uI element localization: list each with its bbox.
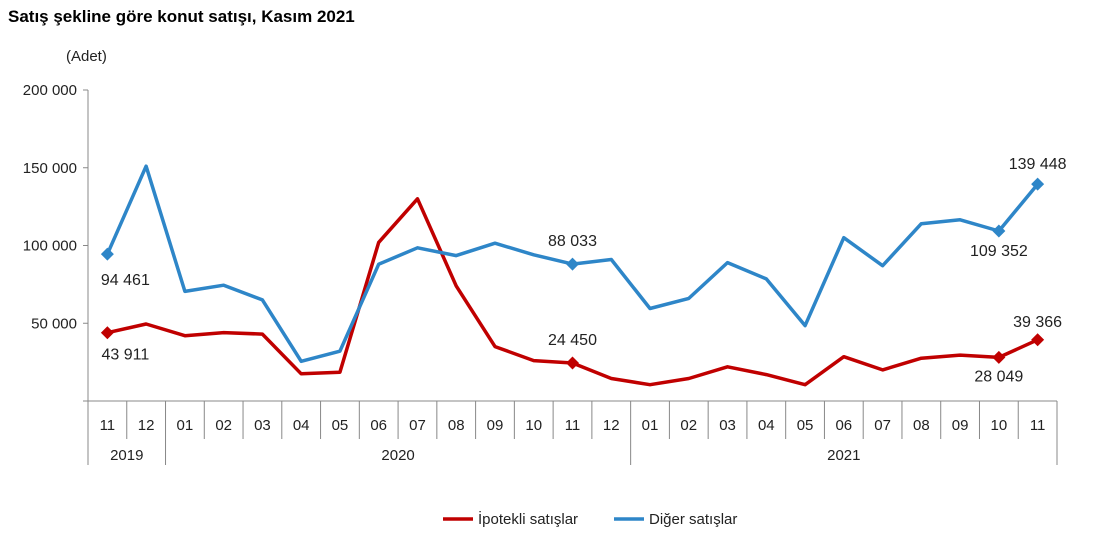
- data-label: 94 461: [101, 272, 150, 289]
- year-label: 2020: [381, 447, 414, 464]
- data-label: 28 049: [974, 368, 1023, 385]
- data-marker: [566, 257, 579, 271]
- x-tick-label: 12: [138, 417, 155, 434]
- x-tick-label: 04: [758, 417, 775, 434]
- y-tick-label: 50 000: [31, 315, 77, 332]
- x-tick-label: 01: [177, 417, 194, 434]
- series-markers: [100, 177, 1045, 370]
- x-tick-label: 04: [293, 417, 310, 434]
- data-marker: [992, 350, 1006, 364]
- data-label: 88 033: [548, 233, 597, 250]
- y-tick-label: 150 000: [23, 160, 77, 177]
- year-label: 2021: [827, 447, 860, 464]
- x-tick-label: 05: [332, 417, 349, 434]
- data-label: 139 448: [1009, 156, 1067, 173]
- data-labels: 43 911 24 450 28 049 39 366 94 461 88 033 109 …: [101, 156, 1067, 385]
- data-marker: [1031, 333, 1045, 347]
- x-tick-label: 07: [874, 417, 891, 434]
- x-tick-label: 09: [487, 417, 504, 434]
- legend: İpotekli satışlar Diğer satışlar: [443, 510, 737, 528]
- x-tick-label: 06: [370, 417, 387, 434]
- x-tick-label: 11: [100, 417, 116, 434]
- x-tick-label: 03: [254, 417, 271, 434]
- x-tick-label: 05: [797, 417, 814, 434]
- x-tick-label: 09: [952, 417, 969, 434]
- legend-label: Diğer satışlar: [649, 511, 737, 528]
- x-tick-label: 02: [680, 417, 697, 434]
- data-marker: [100, 326, 114, 340]
- y-tick-label: 200 000: [23, 82, 77, 99]
- data-label: 39 366: [1013, 314, 1062, 331]
- x-tick-label: 01: [642, 417, 659, 434]
- y-axis-label: (Adet): [66, 48, 107, 65]
- x-tick-label: 08: [448, 417, 465, 434]
- x-tick-label: 10: [991, 417, 1008, 434]
- data-label: 24 450: [548, 332, 597, 349]
- data-marker: [1031, 177, 1045, 191]
- x-tick-label: 02: [215, 417, 232, 434]
- x-tick-label: 10: [525, 417, 542, 434]
- x-tick-label: 11: [565, 417, 581, 434]
- data-marker: [992, 224, 1006, 238]
- data-label: 109 352: [970, 243, 1028, 260]
- x-axis-ticks: 11 12 01 02 03 04 05 06 07 08 09 10 11 12 01 02 03 04 05 06…: [87, 401, 1058, 465]
- legend-label: İpotekli satışlar: [478, 510, 578, 528]
- x-tick-label: 07: [409, 417, 426, 434]
- data-marker: [100, 247, 114, 261]
- x-tick-label: 11: [1030, 417, 1046, 434]
- year-label: 2019: [110, 447, 143, 464]
- series-lines: [105, 164, 1040, 387]
- x-tick-label: 06: [835, 417, 852, 434]
- chart-title: Satış şekline göre konut satışı, Kasım 2…: [8, 7, 355, 26]
- x-tick-label: 08: [913, 417, 930, 434]
- data-marker: [566, 356, 579, 370]
- data-label: 43 911: [102, 347, 150, 364]
- x-tick-label: 12: [603, 417, 620, 434]
- y-tick-label: 100 000: [23, 238, 77, 255]
- y-axis-ticks: 50 000 100 000 150 000 200 000: [23, 82, 88, 402]
- x-tick-label: 03: [719, 417, 736, 434]
